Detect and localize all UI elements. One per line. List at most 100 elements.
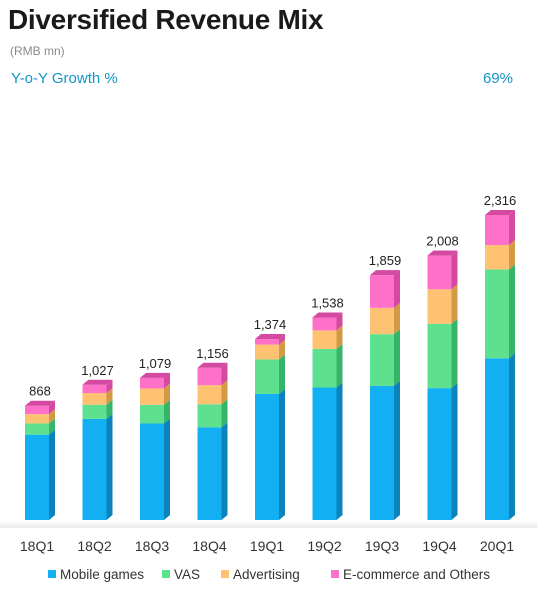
legend: Mobile games VAS Advertising E-commerce and…: [48, 567, 490, 582]
legend-label: E-commerce and Others: [343, 567, 490, 582]
bar-top-18Q3: [140, 372, 170, 378]
bar-segment-18Q4-vas: [197, 404, 222, 428]
bar-top-19Q3: [370, 270, 400, 276]
bar-segment-19Q1-mobile-games: [255, 393, 279, 520]
x-tick-label-20Q1: 20Q1: [480, 538, 514, 554]
total-label-19Q3: 1,859: [369, 253, 402, 268]
bar-segment-18Q3-e-commerce-and-others: [140, 377, 164, 389]
bar-segment-19Q3-mobile-games: [370, 385, 394, 520]
bar-top-19Q1: [255, 334, 285, 340]
bars-group: [25, 210, 515, 520]
bar-segment-18Q1-e-commerce-and-others: [25, 405, 49, 415]
bar-segment-18Q2-advertising: [82, 393, 107, 405]
bar-side-18Q3-3: [164, 372, 170, 389]
x-tick-label-18Q3: 18Q3: [135, 538, 169, 554]
bar-19Q3: [370, 270, 400, 520]
bar-segment-18Q3-mobile-games: [140, 423, 164, 520]
x-tick-label-19Q2: 19Q2: [307, 538, 341, 554]
bar-segment-19Q1-vas: [255, 359, 279, 394]
bar-side-19Q1-0: [279, 388, 285, 520]
x-tick-label-19Q1: 19Q1: [250, 538, 284, 554]
bar-side-19Q2-2: [336, 325, 343, 349]
bar-segment-18Q4-e-commerce-and-others: [197, 367, 222, 386]
bar-segment-19Q3-advertising: [370, 307, 394, 335]
legend-item-mobile-games: Mobile games: [48, 567, 144, 582]
bar-segment-19Q3-e-commerce-and-others: [370, 275, 394, 308]
bar-side-18Q3-1: [164, 399, 170, 424]
bar-top-19Q2: [312, 312, 343, 318]
bar-segment-19Q2-e-commerce-and-others: [312, 317, 337, 331]
x-tick-label-19Q4: 19Q4: [422, 538, 456, 554]
bar-segment-19Q4-advertising: [427, 289, 452, 324]
bar-side-19Q4-0: [451, 383, 458, 520]
x-tick-label-19Q3: 19Q3: [365, 538, 399, 554]
total-label-18Q3: 1,079: [139, 356, 172, 371]
bar-side-19Q3-3: [394, 270, 400, 308]
legend-item-advertising: Advertising: [221, 567, 300, 582]
chart-title: Diversified Revenue Mix: [8, 4, 324, 35]
bar-segment-19Q4-mobile-games: [427, 388, 452, 520]
bar-18Q3: [140, 372, 170, 520]
bar-top-18Q1: [25, 400, 55, 406]
bar-side-18Q4-3: [221, 362, 228, 386]
bar-segment-18Q3-vas: [140, 404, 164, 424]
bar-segment-19Q1-e-commerce-and-others: [255, 339, 279, 345]
bar-19Q1: [255, 334, 285, 520]
bar-side-19Q3-2: [394, 302, 400, 335]
legend-item-vas: VAS: [162, 567, 200, 582]
legend-swatch: [162, 570, 170, 578]
bar-segment-19Q1-advertising: [255, 344, 279, 360]
bar-segment-19Q3-vas: [370, 334, 394, 386]
bar-side-19Q4-3: [451, 250, 458, 290]
bar-side-18Q4-1: [221, 399, 228, 428]
bar-side-20Q1-1: [509, 264, 515, 359]
bar-segment-18Q4-mobile-games: [197, 427, 222, 520]
total-label-19Q1: 1,374: [254, 317, 287, 332]
x-tick-labels-group: 18Q1 18Q2 18Q3 18Q4 19Q1 19Q2 19Q3 19Q4 20Q1: [20, 538, 514, 554]
bar-side-19Q2-3: [336, 312, 343, 331]
bar-side-18Q2-0: [106, 413, 113, 520]
bar-side-20Q1-2: [509, 240, 515, 270]
total-label-20Q1: 2,316: [484, 193, 517, 208]
bar-segment-18Q2-e-commerce-and-others: [82, 384, 107, 394]
bar-18Q1: [25, 400, 55, 520]
bar-segment-18Q2-vas: [82, 404, 107, 419]
bar-19Q2: [312, 312, 343, 520]
chart-floor: [0, 520, 537, 528]
bar-side-19Q2-1: [336, 343, 343, 388]
bar-top-18Q4: [197, 362, 228, 368]
bar-top-19Q4: [427, 250, 458, 256]
total-label-18Q1: 868: [29, 384, 51, 399]
bar-segment-18Q3-advertising: [140, 388, 164, 405]
bar-side-18Q3-2: [164, 383, 170, 405]
bar-segment-18Q1-advertising: [25, 414, 49, 424]
bar-segment-18Q4-advertising: [197, 385, 222, 405]
total-labels-group: 868 1,027 1,079 1,156 1,374 1,538 1,859 2,008 2,…: [29, 193, 516, 399]
bar-segment-18Q1-vas: [25, 423, 49, 435]
legend-swatch: [48, 570, 56, 578]
legend-swatch: [331, 570, 339, 578]
total-label-18Q4: 1,156: [196, 346, 229, 361]
bar-segment-20Q1-vas: [485, 269, 509, 359]
bar-segment-19Q2-mobile-games: [312, 387, 337, 520]
bar-side-18Q1-1: [49, 418, 55, 435]
bar-side-18Q3-0: [164, 418, 170, 520]
x-tick-label-18Q1: 18Q1: [20, 538, 54, 554]
legend-swatch: [221, 570, 229, 578]
total-label-19Q2: 1,538: [311, 295, 344, 310]
bar-side-19Q1-2: [279, 339, 285, 360]
bar-top-20Q1: [485, 210, 515, 215]
bar-side-20Q1-0: [509, 353, 515, 520]
x-tick-label-18Q2: 18Q2: [77, 538, 111, 554]
legend-label: Advertising: [233, 567, 300, 582]
bar-segment-20Q1-mobile-games: [485, 358, 509, 520]
bar-segment-20Q1-e-commerce-and-others: [485, 215, 509, 246]
bar-side-18Q1-0: [49, 429, 55, 520]
bar-side-19Q1-3: [279, 334, 285, 345]
bar-segment-20Q1-advertising: [485, 245, 509, 270]
bar-top-18Q2: [82, 379, 113, 385]
bar-18Q2: [82, 379, 113, 520]
bar-segment-18Q2-mobile-games: [82, 418, 107, 520]
legend-label: VAS: [174, 567, 200, 582]
bar-18Q4: [197, 362, 228, 520]
